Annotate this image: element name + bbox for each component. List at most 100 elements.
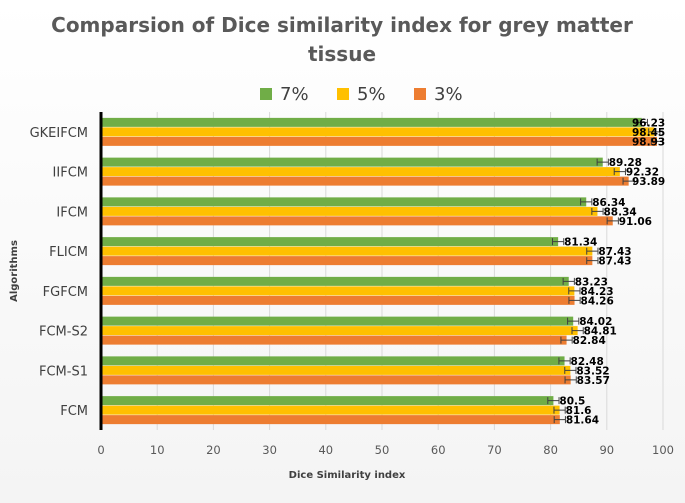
error-bar <box>553 406 566 414</box>
error-bar <box>562 277 575 285</box>
data-label: 82.48 <box>571 356 604 368</box>
error-bar <box>567 317 580 325</box>
data-label: 87.43 <box>598 256 631 268</box>
data-label: 80.5 <box>559 396 585 408</box>
bar <box>101 316 574 326</box>
category-label: IFCM <box>56 205 88 220</box>
bar <box>101 237 559 247</box>
error-bar <box>558 357 571 365</box>
error-bar <box>552 238 565 246</box>
error-bar <box>560 336 573 344</box>
error-bar <box>580 198 593 206</box>
data-label: 82.84 <box>573 335 606 347</box>
error-bar <box>568 287 581 295</box>
category-label: FCM-S2 <box>39 325 88 340</box>
data-label: 86.34 <box>592 197 625 209</box>
data-label: 88.34 <box>603 206 636 218</box>
x-tick-label: 70 <box>487 443 502 457</box>
x-tick-labels: 0 10 20 30 40 50 60 70 80 90 100 <box>97 443 674 457</box>
x-tick-label: 40 <box>318 443 333 457</box>
chart-title-line-1: Comparsion of Dice similarity index for … <box>51 13 633 37</box>
bar <box>101 335 567 345</box>
error-bar <box>586 247 599 255</box>
error-bar <box>613 168 626 176</box>
error-bar <box>568 296 581 304</box>
x-tick-label: 0 <box>97 443 104 457</box>
data-label: 84.02 <box>579 316 612 328</box>
x-tick-label: 100 <box>652 443 674 457</box>
legend: 7% 5% 3% <box>260 84 463 105</box>
x-tick-label: 10 <box>150 443 165 457</box>
x-tick-label: 20 <box>206 443 221 457</box>
category-label: FCM <box>60 404 88 419</box>
data-label: 87.43 <box>598 246 631 258</box>
category-label: FGFCM <box>43 285 88 300</box>
bar <box>101 326 578 336</box>
x-tick-label: 60 <box>431 443 446 457</box>
data-label: 92.32 <box>626 167 659 179</box>
bar <box>101 176 629 186</box>
bar <box>101 405 560 415</box>
x-tick-label: 50 <box>375 443 390 457</box>
chart-title-line-2: tissue <box>308 42 376 66</box>
error-bar <box>553 416 566 424</box>
bar <box>101 396 554 406</box>
category-label: IIFCM <box>53 166 88 181</box>
data-label: 98.93 <box>632 136 665 148</box>
data-label: 83.52 <box>576 365 609 377</box>
bar <box>101 206 598 216</box>
category-label: FLICM <box>49 245 88 260</box>
bar <box>101 216 613 226</box>
bar <box>101 157 603 167</box>
category-labels: GKEIFCM IIFCM IFCM FLICM FGFCM FCM-S2 FCM-S1 FC… <box>30 126 88 419</box>
legend-label: 7% <box>280 84 309 105</box>
error-bar <box>596 158 609 166</box>
bar <box>101 197 587 207</box>
error-bar <box>635 118 648 126</box>
bar <box>101 375 571 385</box>
legend-swatch <box>414 88 426 100</box>
error-bar <box>564 366 577 374</box>
error-bar <box>564 376 577 384</box>
error-bar <box>650 137 664 145</box>
data-label: 81.6 <box>566 405 592 417</box>
error-bar <box>591 207 604 215</box>
data-label: 84.23 <box>580 286 613 298</box>
error-bar <box>571 327 584 335</box>
bar <box>101 276 569 286</box>
y-axis-title: Algorithms <box>9 240 20 302</box>
error-bar <box>622 177 635 185</box>
category-label: GKEIFCM <box>30 126 88 141</box>
bar <box>101 117 642 127</box>
bar <box>101 256 593 266</box>
legend-swatch <box>337 88 349 100</box>
category-label: FCM-S1 <box>39 364 88 379</box>
x-tick-label: 30 <box>262 443 277 457</box>
bar <box>101 286 575 296</box>
data-label: 93.89 <box>632 176 665 188</box>
data-label: 91.06 <box>619 216 652 228</box>
x-tick-label: 90 <box>599 443 614 457</box>
bar <box>101 167 620 177</box>
data-label: 81.64 <box>566 415 599 427</box>
error-bar <box>586 257 599 265</box>
bar <box>101 356 565 366</box>
bar <box>101 415 560 425</box>
bar <box>101 136 657 146</box>
bar <box>101 295 575 305</box>
bar <box>101 365 571 375</box>
bar <box>101 246 593 256</box>
data-label: 84.26 <box>581 295 614 307</box>
legend-label: 5% <box>357 84 386 105</box>
bar <box>101 127 655 137</box>
error-bar <box>648 128 661 136</box>
data-label: 81.34 <box>564 237 597 249</box>
data-label: 89.28 <box>609 157 642 169</box>
data-label: 83.57 <box>577 375 610 387</box>
x-tick-label: 80 <box>543 443 558 457</box>
data-label: 84.81 <box>584 326 617 338</box>
legend-label: 3% <box>434 84 463 105</box>
error-bar <box>606 217 619 225</box>
